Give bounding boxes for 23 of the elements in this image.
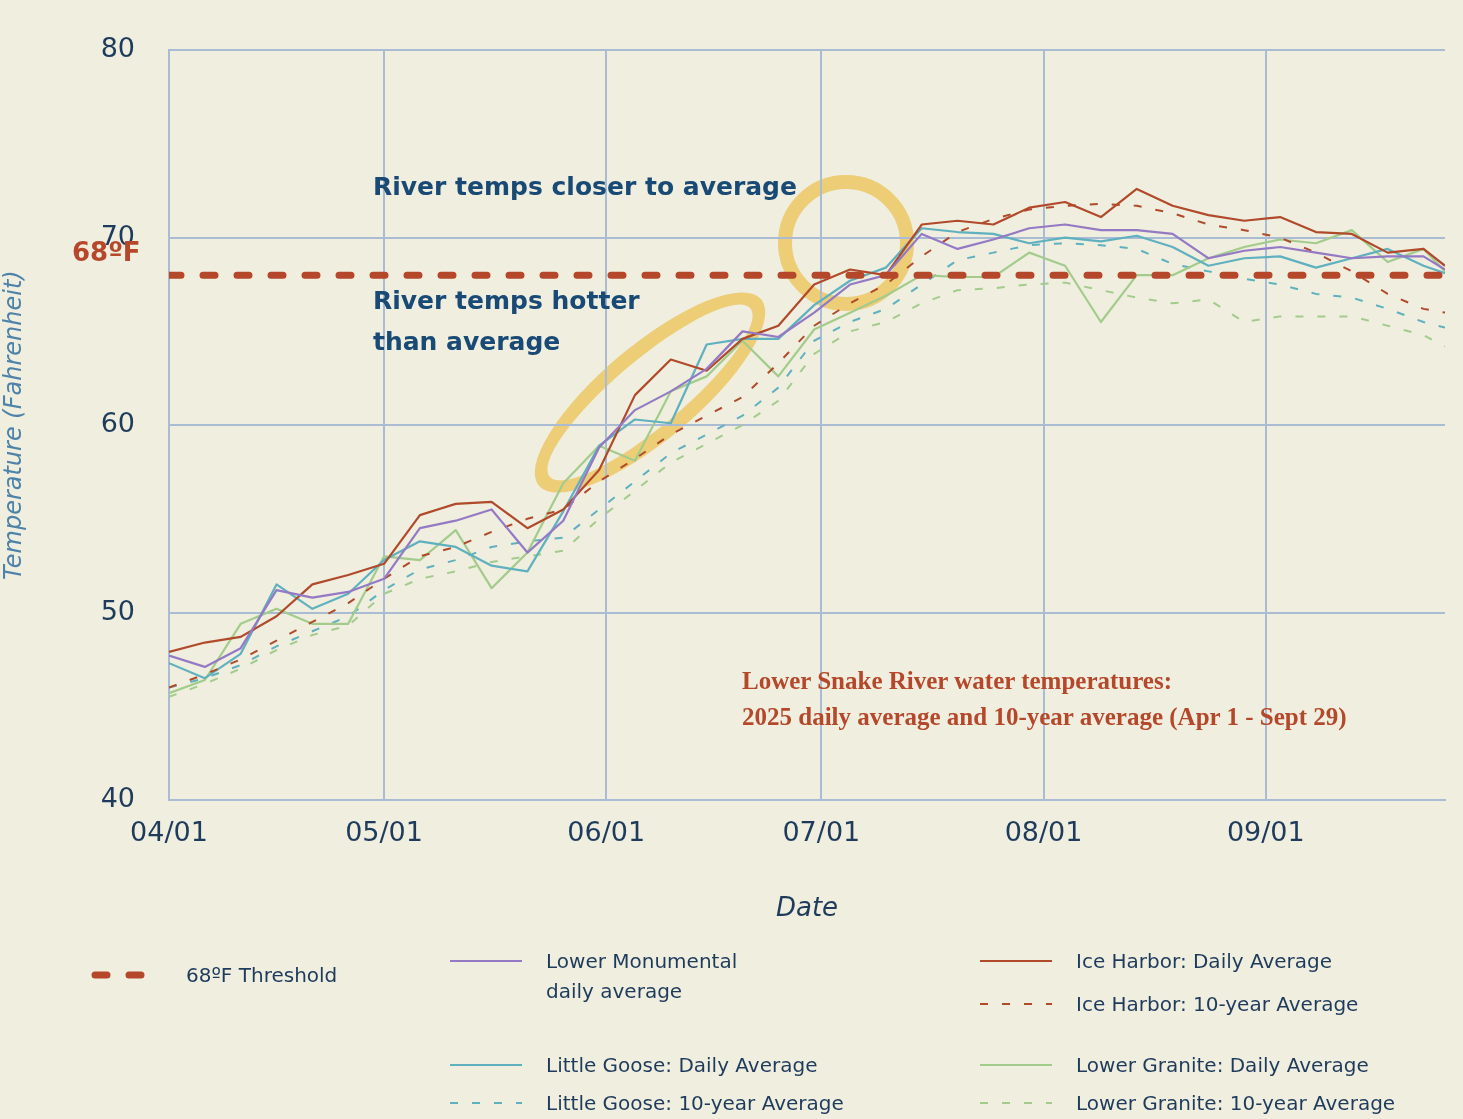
y-tick-label: 80 [100,32,135,64]
x-tick-label: 07/01 [782,816,861,848]
legend-label: Little Goose: Daily Average [546,1052,818,1079]
legend-label: Lower Granite: Daily Average [1076,1052,1369,1079]
legend-label: Ice Harbor: Daily Average [1076,948,1333,975]
annotation: River temps hotter than average [373,285,640,358]
annotation: River temps closer to average [373,171,797,203]
legend-label: 68ºF Threshold [186,962,338,989]
legend-label: Lower Granite: 10-year Average [1076,1090,1396,1117]
x-axis-title: Date [775,892,839,923]
x-tick-label: 04/01 [130,816,208,848]
y-tick-label: 40 [100,782,135,814]
legend-label: Ice Harbor: 10-year Average [1076,991,1359,1018]
x-tick-label: 09/01 [1226,816,1305,848]
x-tick-label: 08/01 [1004,816,1083,848]
text: Lower Snake River water temperatures: 2025 daily average and 10-year average (Apr 1 - Sept 29) [742,666,1347,733]
x-tick-label: 05/01 [345,816,423,848]
legend-label: Lower Monumental daily average [546,948,738,1005]
y-axis-title: Temperature (Fahrenheit) [0,270,27,580]
x-tick-label: 06/01 [567,816,646,848]
y-tick-label: 60 [100,407,135,439]
legend-label: Little Goose: 10-year Average [546,1090,844,1117]
y-tick-label: 50 [100,594,135,626]
